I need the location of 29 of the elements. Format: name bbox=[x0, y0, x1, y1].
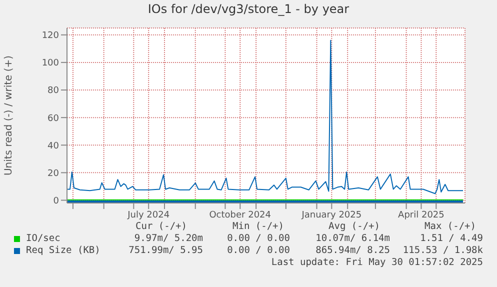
text: Cur (-/+) bbox=[136, 221, 187, 232]
text: Last update: Fri May 30 01:57:02 2025 bbox=[271, 257, 483, 268]
text: 865.94m/ 8.25 bbox=[316, 245, 390, 256]
chart-title: IOs for /dev/vg3/store_1 - by year bbox=[146, 2, 350, 16]
legend-label: Req Size (KB) bbox=[26, 245, 100, 256]
y-tick-label: 0 bbox=[53, 196, 60, 206]
text: 0.00 / 0.00 bbox=[227, 233, 290, 244]
x-tick-label: July 2024 bbox=[126, 210, 170, 220]
legend-label: IO/sec bbox=[26, 233, 60, 244]
text: 115.53 / 1.98k bbox=[402, 245, 483, 256]
line-series bbox=[67, 40, 464, 194]
text: 1.51 / 4.49 bbox=[420, 233, 483, 244]
y-tick-label: 60 bbox=[48, 114, 60, 124]
y-tick-label: 20 bbox=[48, 168, 60, 179]
y-tick-label: 80 bbox=[48, 86, 60, 96]
y-axis-title: Units read (-) / write (+) bbox=[4, 55, 15, 176]
text: Max (-/+) bbox=[424, 221, 476, 232]
x-tick-label: January 2025 bbox=[300, 210, 362, 220]
y-tick-label: 100 bbox=[42, 58, 60, 69]
text: 10.07m/ 6.14m bbox=[316, 233, 390, 244]
text: Avg (-/+) bbox=[328, 221, 380, 232]
y-tick-label: 120 bbox=[42, 31, 60, 42]
text: 9.97m/ 5.20m bbox=[134, 233, 203, 244]
x-tick-label: April 2025 bbox=[398, 210, 444, 220]
text: 751.99m/ 5.95 bbox=[128, 245, 203, 256]
y-tick-label: 40 bbox=[48, 141, 60, 152]
x-tick-label: October 2024 bbox=[209, 210, 272, 220]
text: Min (-/+) bbox=[232, 221, 284, 232]
text: 0.00 / 0.00 bbox=[227, 245, 290, 256]
